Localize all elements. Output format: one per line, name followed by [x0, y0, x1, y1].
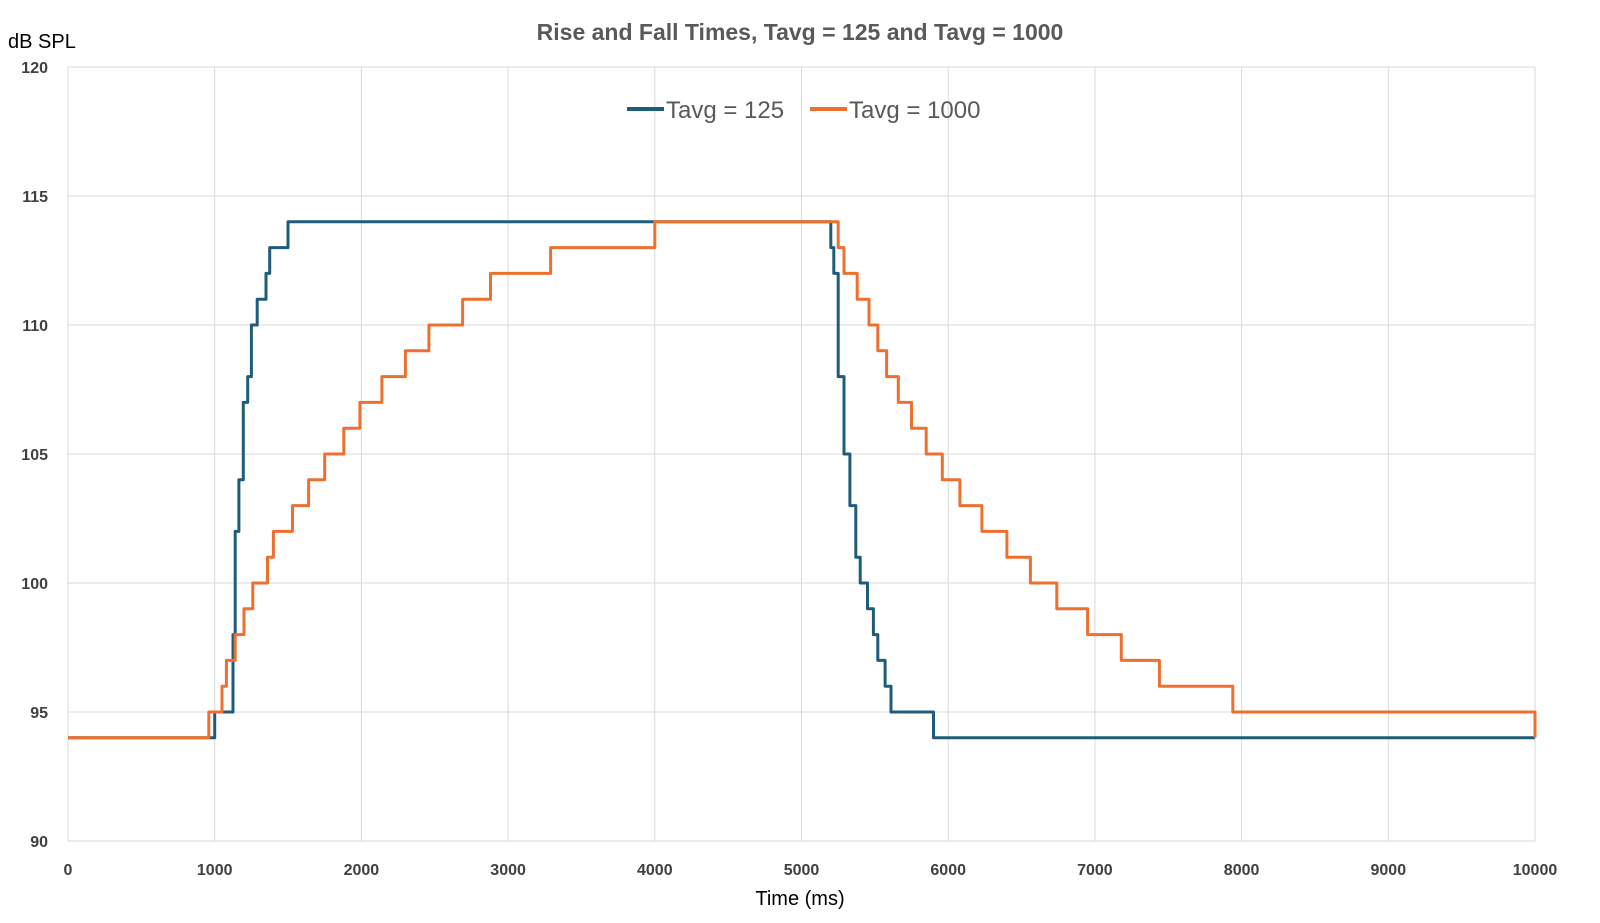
x-tick-label: 6000: [930, 862, 966, 879]
y-tick-label: 100: [21, 576, 48, 593]
x-axis-title: Time (ms): [755, 888, 844, 910]
x-tick-label: 5000: [784, 862, 820, 879]
x-tick-label: 9000: [1371, 862, 1407, 879]
legend-label-tavg-125: Tavg = 125: [666, 97, 784, 124]
y-tick-label: 115: [22, 189, 48, 206]
tick-labels: 0 1000 2000 3000 4000 5000 6000 7000 8000 9000 100…: [21, 60, 1557, 879]
x-tick-label: 4000: [637, 862, 673, 879]
x-tick-label: 1000: [197, 862, 233, 879]
gridlines: [67, 66, 1536, 842]
chart-title: Rise and Fall Times, Tavg = 125 and Tavg…: [537, 19, 1064, 45]
x-tick-label: 3000: [490, 862, 526, 879]
y-tick-label: 95: [30, 705, 48, 722]
x-tick-label: 0: [64, 862, 73, 879]
y-tick-label: 110: [22, 318, 48, 335]
series-line-tavg-125: [68, 220, 1535, 740]
series-lines: [68, 220, 1537, 740]
x-tick-label: 10000: [1513, 862, 1558, 879]
y-axis-title: dB SPL: [8, 31, 76, 53]
x-tick-label: 2000: [344, 862, 380, 879]
y-tick-label: 105: [21, 447, 48, 464]
y-tick-label: 90: [30, 834, 48, 851]
y-tick-label: 120: [21, 60, 48, 77]
legend: Tavg = 125 Tavg = 1000: [627, 97, 980, 124]
legend-label-tavg-1000: Tavg = 1000: [849, 97, 980, 124]
series-line-tavg-1000: [68, 220, 1537, 740]
x-tick-label: 8000: [1224, 862, 1260, 879]
x-tick-label: 7000: [1077, 862, 1113, 879]
